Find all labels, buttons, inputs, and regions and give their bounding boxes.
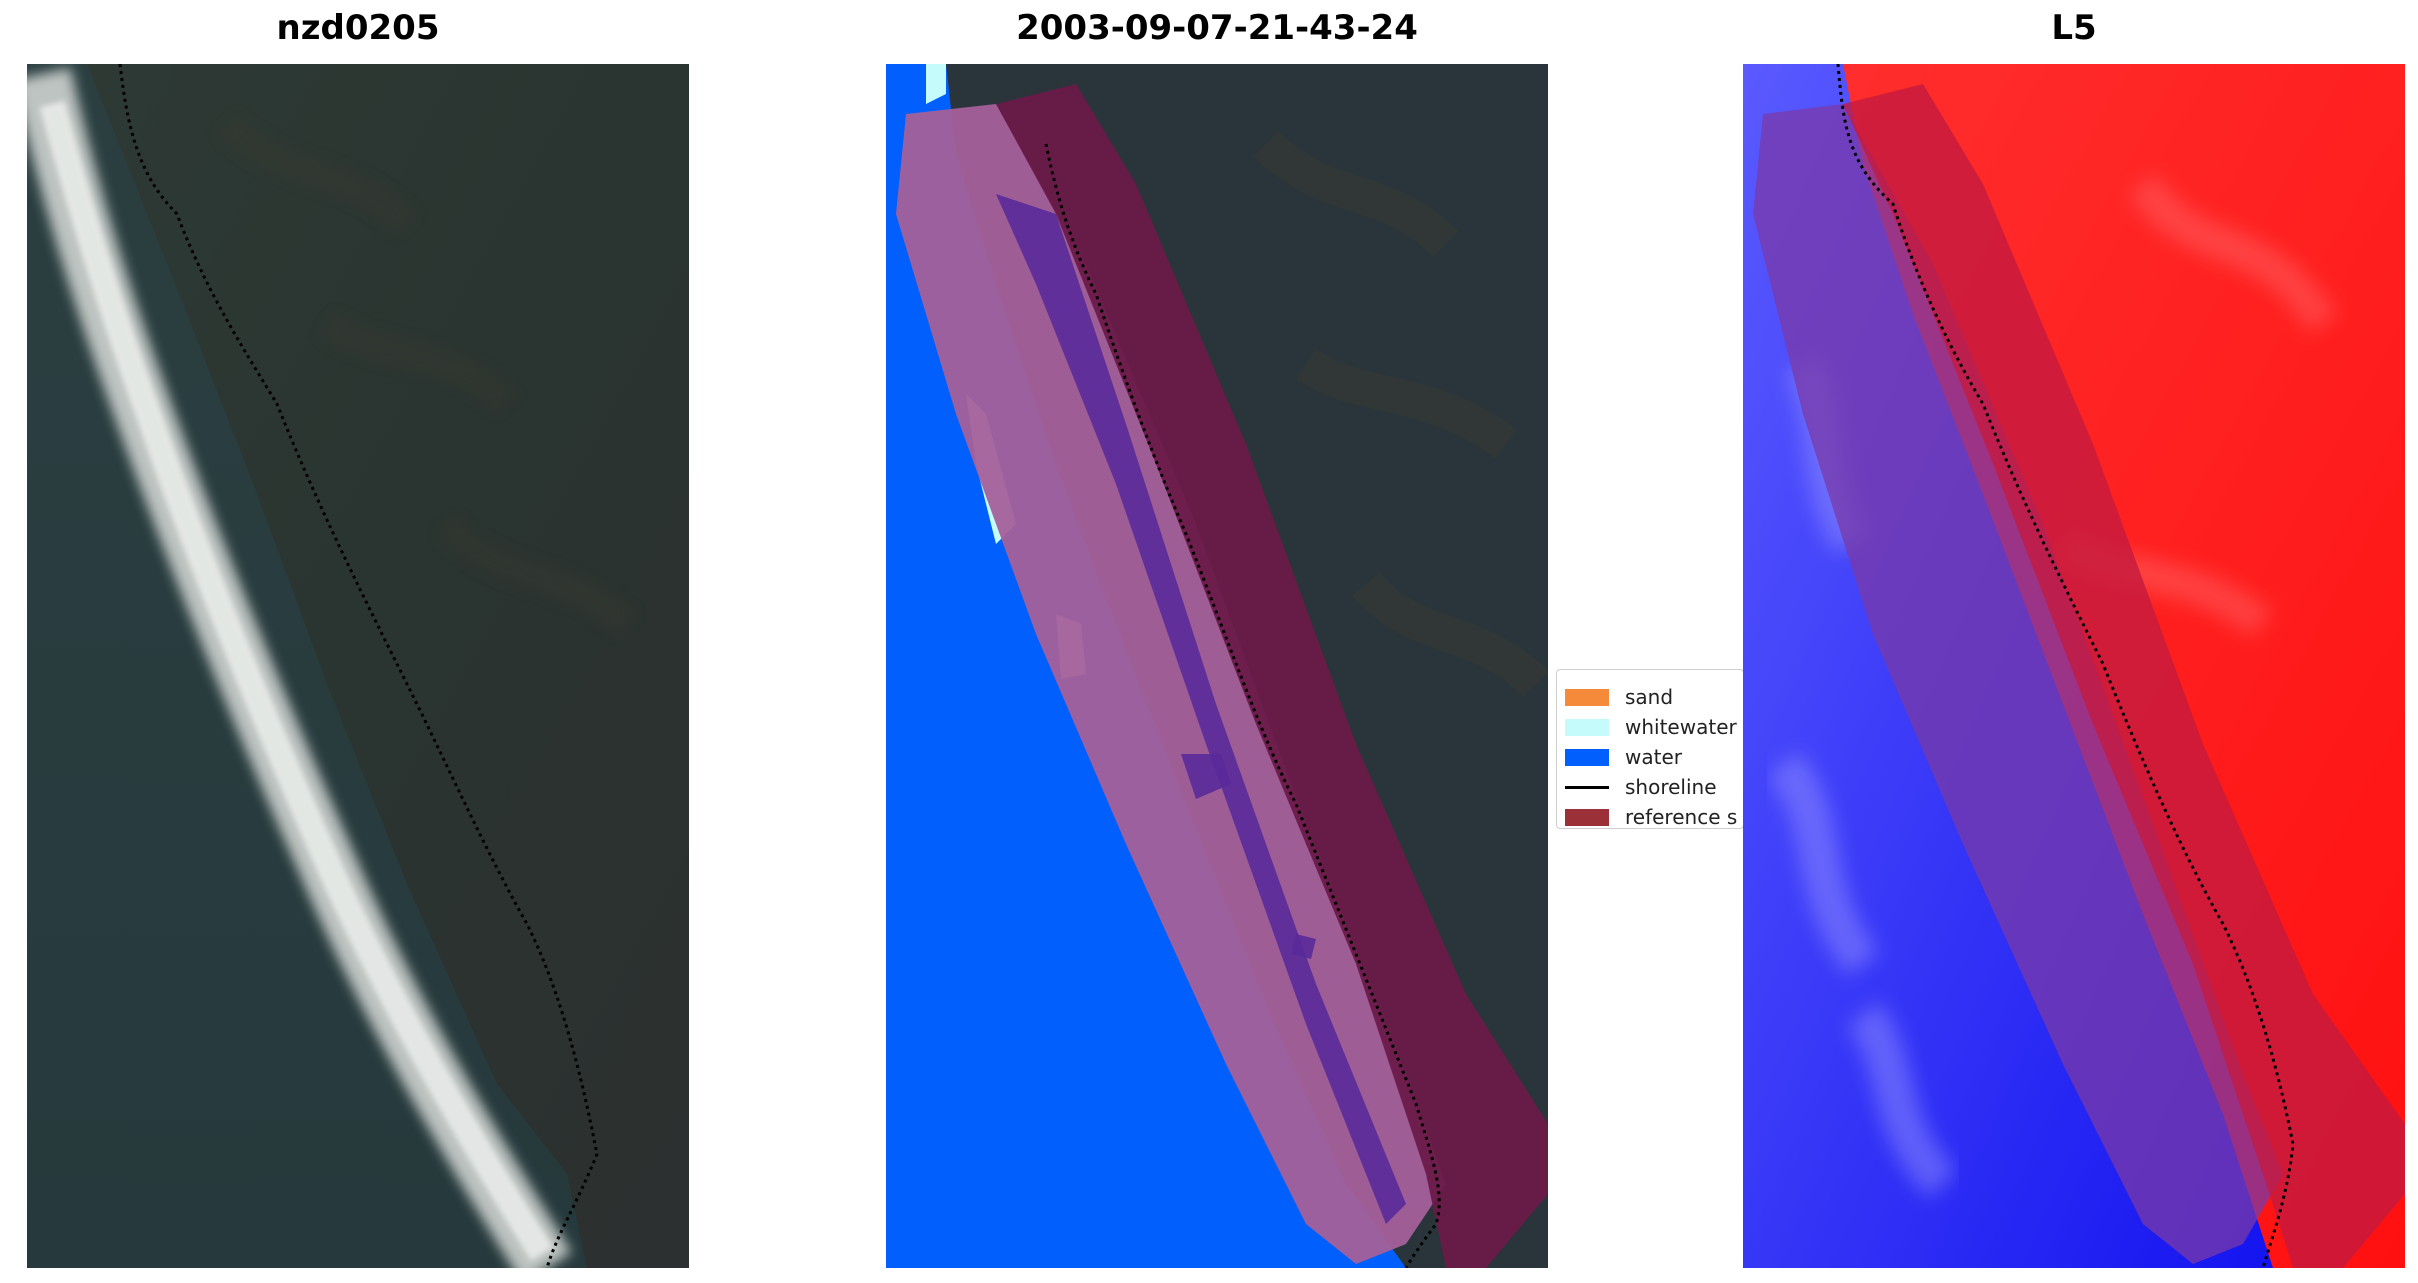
rgb-image [27, 64, 689, 1268]
legend-label-whitewater: whitewater [1625, 715, 1737, 739]
land-texture [1253, 130, 1548, 698]
purple-patch [1181, 754, 1231, 799]
index-image [1743, 64, 2405, 1268]
purple-patch [996, 194, 1406, 1224]
panel-title-site: nzd0205 [276, 8, 440, 48]
legend-label-sand: sand [1625, 685, 1674, 709]
classification-image [886, 64, 1548, 1268]
legend-line-shoreline [1565, 785, 1609, 789]
buffer-maroon [1843, 84, 2405, 1268]
legend-swatch-sand [1565, 688, 1609, 706]
legend-item-sand: sand [1565, 682, 1743, 712]
panel-title-satellite: L5 [2051, 8, 2097, 48]
panel-title-date: 2003-09-07-21-43-24 [1016, 8, 1418, 48]
shoreline-dotted [1044, 143, 1441, 1268]
legend: sand whitewater water shoreline referenc… [1556, 669, 1744, 829]
legend-item-whitewater: whitewater [1565, 712, 1743, 742]
legend-label-shoreline: shoreline [1625, 775, 1717, 799]
legend-label-reference: reference s [1625, 805, 1738, 829]
buffer-purple [1753, 104, 2283, 1264]
shoreline-dotted [118, 64, 599, 1268]
buffer-maroon [996, 84, 1548, 1268]
land-texture [216, 113, 637, 636]
legend-item-shoreline: shoreline [1565, 772, 1743, 802]
legend-swatch-reference [1565, 808, 1609, 826]
legend-swatch-water [1565, 748, 1609, 766]
purple-patch [1291, 934, 1316, 959]
legend-label-water: water [1625, 745, 1682, 769]
legend-swatch-whitewater [1565, 718, 1609, 736]
sea-area [27, 64, 587, 1268]
legend-item-reference: reference s [1565, 802, 1743, 829]
legend-item-water: water [1565, 742, 1743, 772]
whitewater-class [926, 64, 946, 104]
whitewater-core [39, 100, 554, 1261]
